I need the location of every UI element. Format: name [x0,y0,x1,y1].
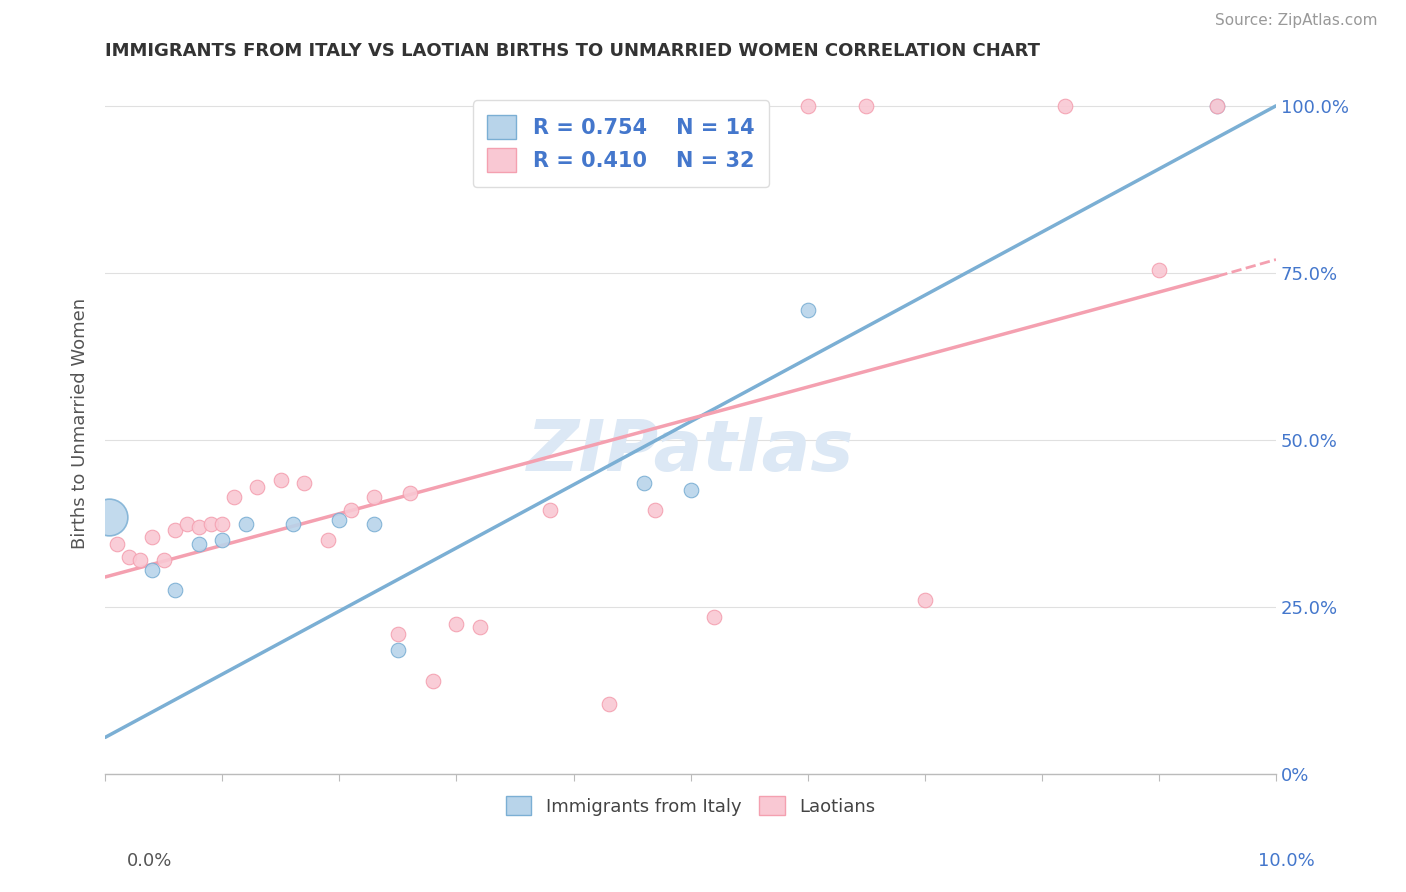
Point [176,516,198,531]
Text: 0.0%: 0.0% [127,852,172,870]
Point [200,516,222,531]
Point [703,610,725,624]
Point [222,490,245,504]
Point [328,513,350,527]
Point [129,553,152,567]
Point [1206,99,1229,113]
Point [270,473,292,487]
Point [1206,99,1229,113]
Point [387,627,409,641]
Y-axis label: Births to Unmarried Women: Births to Unmarried Women [72,298,89,549]
Point [679,483,702,497]
Point [855,99,877,113]
Point [468,620,491,634]
Point [165,583,187,598]
Text: Source: ZipAtlas.com: Source: ZipAtlas.com [1215,13,1378,29]
Point [363,490,385,504]
Point [796,302,818,317]
Point [598,697,620,711]
Point [387,643,409,657]
Point [141,530,163,544]
Point [187,536,209,550]
Text: IMMIGRANTS FROM ITALY VS LAOTIAN BIRTHS TO UNMARRIED WOMEN CORRELATION CHART: IMMIGRANTS FROM ITALY VS LAOTIAN BIRTHS … [105,42,1040,60]
Point [211,516,233,531]
Point [152,553,174,567]
Text: ZIPatlas: ZIPatlas [527,417,855,486]
Point [644,503,666,517]
Point [446,616,468,631]
Point [165,523,187,537]
Point [1147,262,1170,277]
Point [246,480,269,494]
Point [187,520,209,534]
Point [422,673,444,688]
Text: 10.0%: 10.0% [1258,852,1315,870]
Point [914,593,936,607]
Point [538,503,561,517]
Point [105,536,128,550]
Point [117,549,139,564]
Point [340,503,363,517]
Point [292,476,315,491]
Point [1054,99,1077,113]
Point [796,99,818,113]
Legend: Immigrants from Italy, Laotians: Immigrants from Italy, Laotians [496,788,884,825]
Point [363,516,385,531]
Point [398,486,420,500]
Point [141,563,163,577]
Point [281,516,304,531]
Point [316,533,339,548]
Point [97,509,120,524]
Point [235,516,257,531]
Point [211,533,233,548]
Point [633,476,655,491]
